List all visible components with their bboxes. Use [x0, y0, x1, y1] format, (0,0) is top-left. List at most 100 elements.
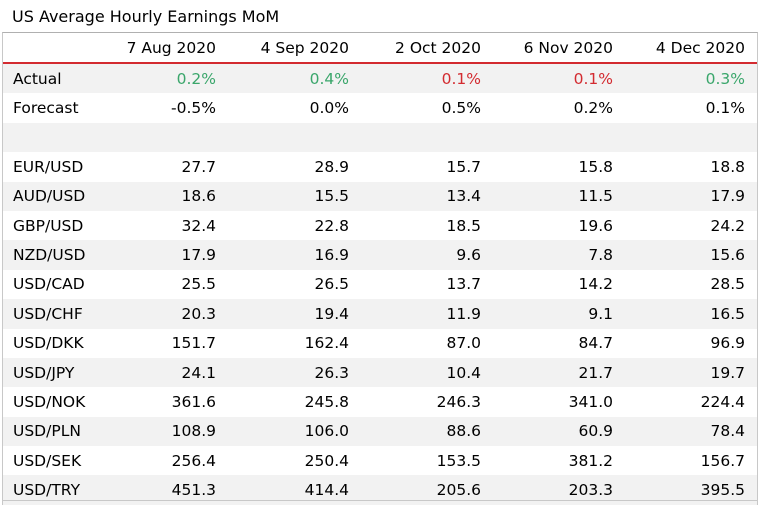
- pair-value: 11.5: [578, 187, 613, 206]
- table-bottom-border: [2, 500, 758, 501]
- table-row: EUR/USD 27.7 28.9 15.7 15.8 18.8: [3, 152, 757, 181]
- pair-value: 18.5: [446, 216, 481, 235]
- actual-value: 0.3%: [705, 69, 745, 88]
- pair-value: 25.5: [181, 275, 216, 294]
- pair-value: 106.0: [304, 422, 349, 441]
- pair-value: 88.6: [446, 422, 481, 441]
- table-row: USD/CAD 25.5 26.5 13.7 14.2 28.5: [3, 270, 757, 299]
- column-header: 6 Nov 2020: [523, 38, 613, 57]
- pair-value: 414.4: [304, 481, 349, 500]
- column-header: 4 Dec 2020: [655, 38, 745, 57]
- pair-value: 96.9: [710, 334, 745, 353]
- forecast-value: -0.5%: [171, 99, 216, 118]
- pair-value: 341.0: [568, 392, 613, 411]
- pair-value: 108.9: [171, 422, 216, 441]
- column-header: 7 Aug 2020: [126, 38, 216, 57]
- table-row: NZD/USD 17.9 16.9 9.6 7.8 15.6: [3, 240, 757, 270]
- pair-value: 203.3: [568, 481, 613, 500]
- pair-value: 381.2: [568, 451, 613, 470]
- pair-value: 27.7: [181, 157, 216, 176]
- pair-value: 250.4: [304, 451, 349, 470]
- row-label: EUR/USD: [13, 157, 84, 176]
- row-label: USD/PLN: [13, 422, 81, 441]
- pair-value: 19.7: [710, 363, 745, 382]
- table-row: USD/CHF 20.3 19.4 11.9 9.1 16.5: [3, 299, 757, 329]
- pair-value: 153.5: [436, 451, 481, 470]
- table-row: USD/DKK 151.7 162.4 87.0 84.7 96.9: [3, 329, 757, 358]
- actual-value: 0.2%: [176, 69, 216, 88]
- pair-value: 7.8: [588, 246, 613, 265]
- pair-value: 16.5: [710, 304, 745, 323]
- actual-value: 0.1%: [573, 69, 613, 88]
- table-row: USD/JPY 24.1 26.3 10.4 21.7 19.7: [3, 357, 757, 388]
- pair-value: 19.6: [578, 216, 613, 235]
- pair-value: 162.4: [304, 334, 349, 353]
- table-row: USD/NOK 361.6 245.8 246.3 341.0 224.4: [3, 387, 757, 416]
- pair-value: 156.7: [700, 451, 745, 470]
- pair-value: 19.4: [314, 304, 349, 323]
- table-row: AUD/USD 18.6 15.5 13.4 11.5 17.9: [3, 181, 757, 211]
- table-row: USD/TRY 451.3 414.4 205.6 203.3 395.5: [3, 475, 757, 505]
- pair-value: 28.5: [710, 275, 745, 294]
- table-row: USD/PLN 108.9 106.0 88.6 60.9 78.4: [3, 416, 757, 447]
- pair-value: 24.2: [710, 216, 745, 235]
- pair-value: 246.3: [436, 392, 481, 411]
- forecast-value: 0.5%: [441, 99, 481, 118]
- actual-value: 0.4%: [309, 69, 349, 88]
- pair-value: 15.7: [446, 157, 481, 176]
- column-header: 4 Sep 2020: [260, 38, 349, 57]
- row-label: Actual: [13, 69, 62, 88]
- spacer-row: [3, 122, 757, 153]
- pair-value: 87.0: [446, 334, 481, 353]
- pair-value: 9.1: [588, 304, 613, 323]
- pair-value: 13.4: [446, 187, 481, 206]
- pair-value: 10.4: [446, 363, 481, 382]
- pair-value: 205.6: [436, 481, 481, 500]
- pair-value: 224.4: [700, 392, 745, 411]
- pair-value: 15.6: [710, 246, 745, 265]
- forecast-row: Forecast -0.5% 0.0% 0.5% 0.2% 0.1%: [3, 93, 757, 122]
- row-label: USD/TRY: [13, 481, 81, 500]
- pair-value: 17.9: [710, 187, 745, 206]
- pair-value: 16.9: [314, 246, 349, 265]
- pair-value: 22.8: [314, 216, 349, 235]
- pair-value: 14.2: [578, 275, 613, 294]
- column-header: 2 Oct 2020: [395, 38, 481, 57]
- row-label: USD/SEK: [13, 451, 82, 470]
- pair-value: 11.9: [446, 304, 481, 323]
- pair-value: 9.6: [456, 246, 481, 265]
- pair-value: 18.6: [181, 187, 216, 206]
- pair-value: 361.6: [171, 392, 216, 411]
- actual-value: 0.1%: [441, 69, 481, 88]
- pair-value: 15.8: [578, 157, 613, 176]
- pair-value: 84.7: [578, 334, 613, 353]
- pair-value: 60.9: [578, 422, 613, 441]
- pair-value: 13.7: [446, 275, 481, 294]
- row-label: USD/CHF: [13, 304, 83, 323]
- row-label: USD/NOK: [13, 392, 86, 411]
- pair-value: 26.5: [314, 275, 349, 294]
- pair-value: 451.3: [171, 481, 216, 500]
- pair-value: 21.7: [578, 363, 613, 382]
- pair-value: 20.3: [181, 304, 216, 323]
- row-label: USD/JPY: [13, 363, 75, 382]
- earnings-table: 7 Aug 2020 4 Sep 2020 2 Oct 2020 6 Nov 2…: [2, 32, 758, 505]
- forecast-value: 0.1%: [705, 99, 745, 118]
- pair-value: 256.4: [171, 451, 216, 470]
- pair-rows: EUR/USD 27.7 28.9 15.7 15.8 18.8 AUD/USD 18.6 15…: [3, 152, 757, 505]
- pair-value: 28.9: [314, 157, 349, 176]
- row-label: NZD/USD: [13, 246, 86, 265]
- pair-value: 24.1: [181, 363, 216, 382]
- pair-value: 17.9: [181, 246, 216, 265]
- table-row: GBP/USD 32.4 22.8 18.5 19.6 24.2: [3, 211, 757, 240]
- row-label: GBP/USD: [13, 216, 84, 235]
- pair-value: 15.5: [314, 187, 349, 206]
- table-title: US Average Hourly Earnings MoM: [12, 7, 280, 26]
- forecast-value: 0.2%: [573, 99, 613, 118]
- pair-value: 151.7: [171, 334, 216, 353]
- pair-value: 18.8: [710, 157, 745, 176]
- row-label: AUD/USD: [13, 187, 86, 206]
- pair-value: 78.4: [710, 422, 745, 441]
- pair-value: 245.8: [304, 392, 349, 411]
- forecast-value: 0.0%: [309, 99, 349, 118]
